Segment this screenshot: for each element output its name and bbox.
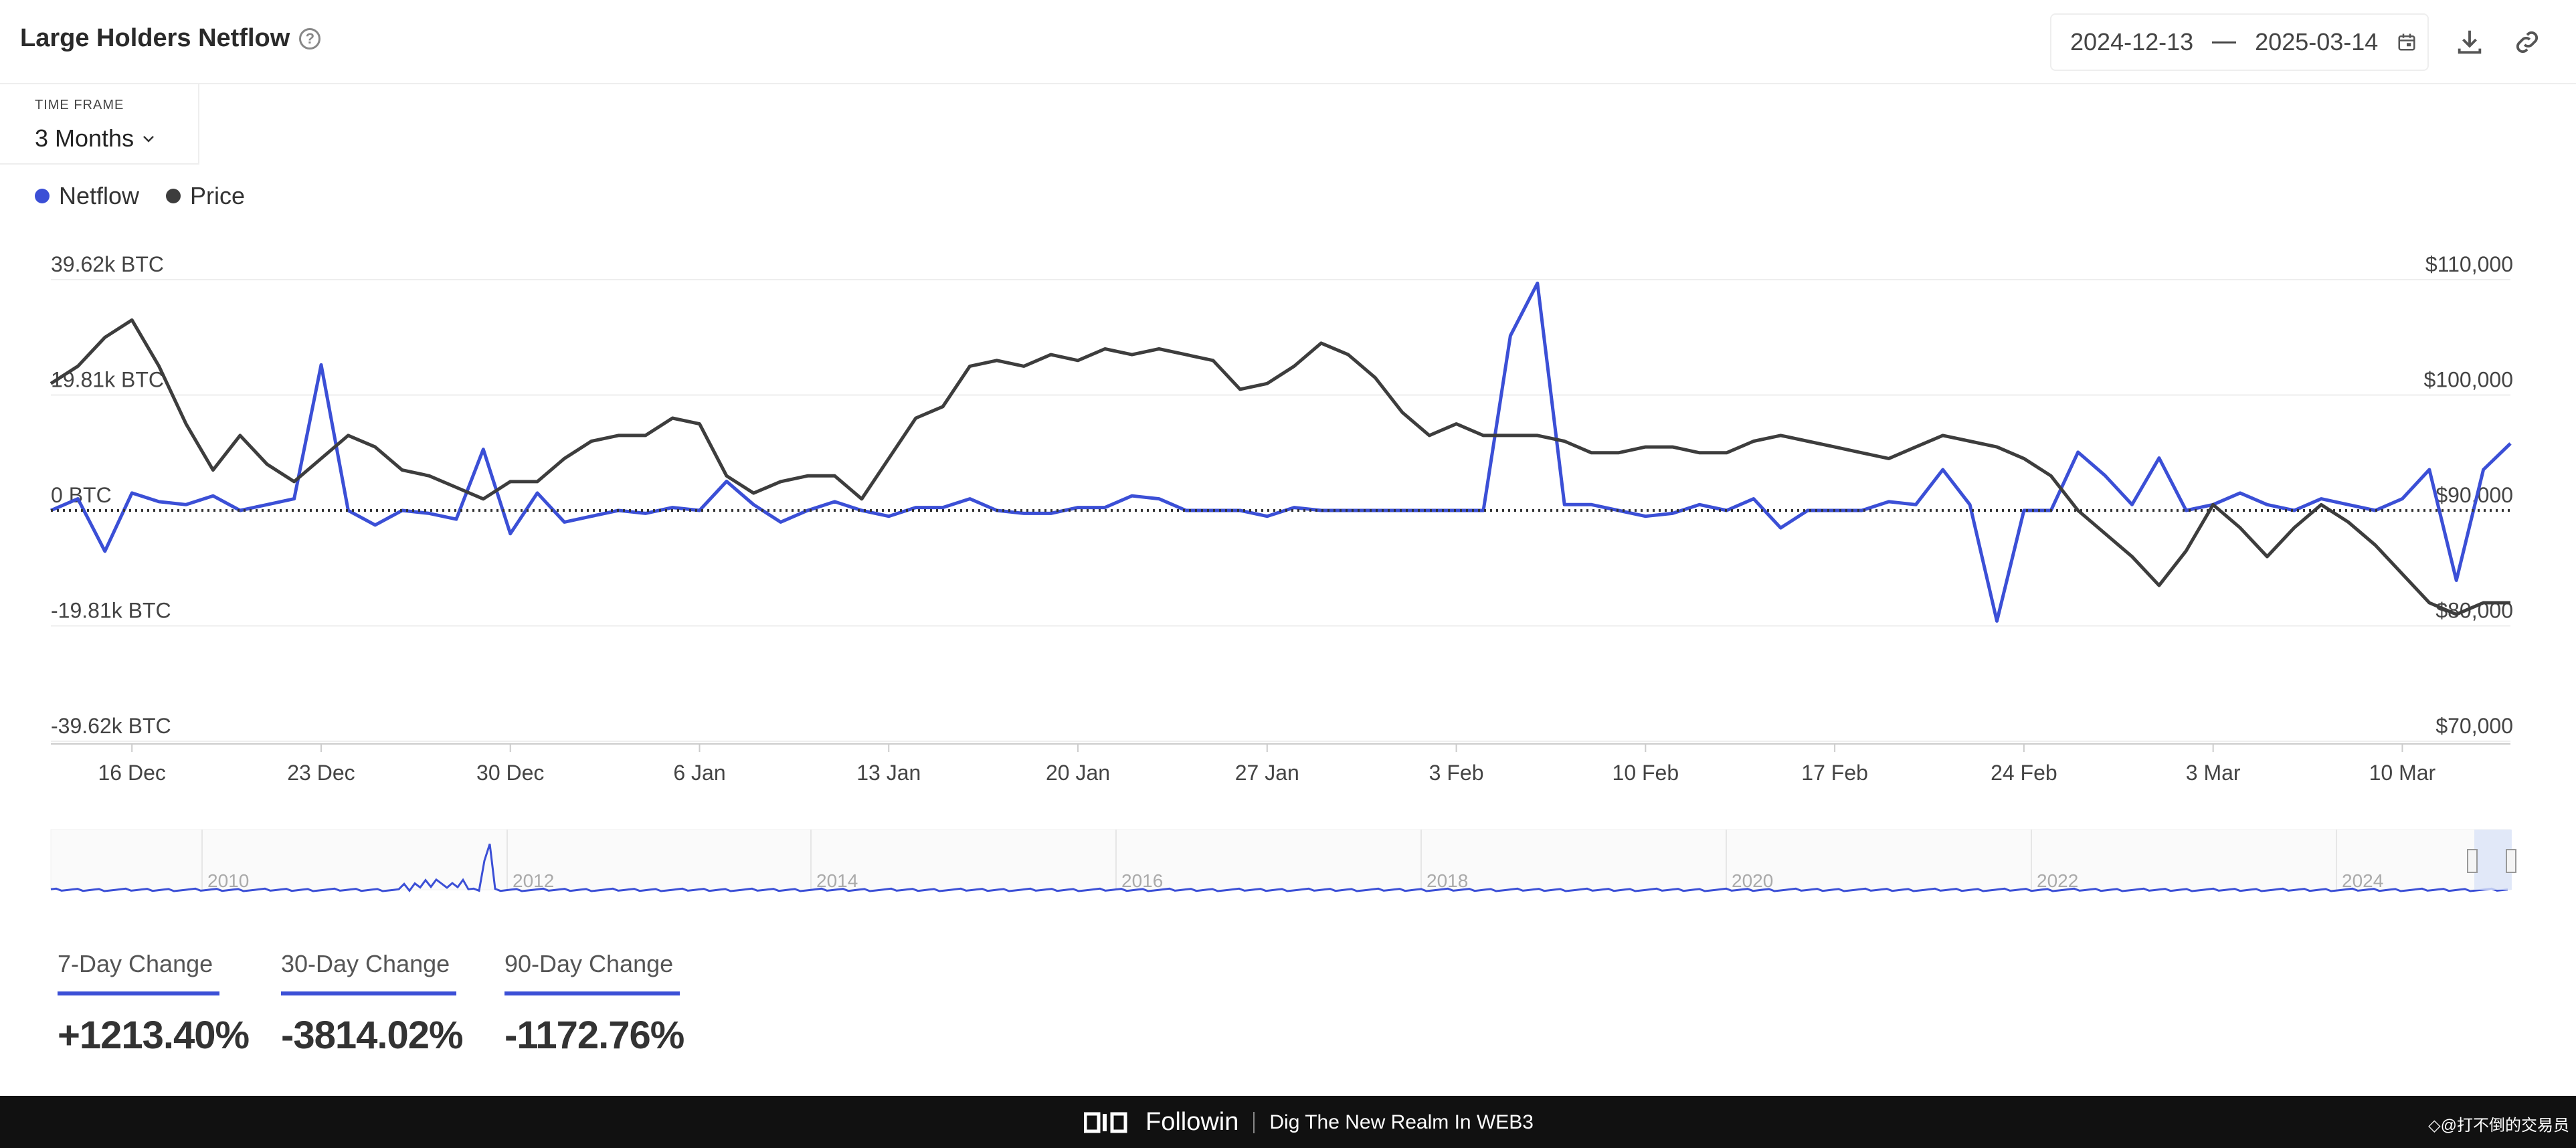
footer-brand-group: Followin Dig The New Realm In WEB3 <box>1084 1108 1534 1137</box>
x-tick-label: 17 Feb <box>1801 761 1868 785</box>
x-tick-label: 10 Feb <box>1613 761 1679 785</box>
navigator-tick-label: 2010 <box>207 870 249 891</box>
navigator-tick-label: 2024 <box>2342 870 2383 891</box>
download-icon[interactable] <box>2454 27 2485 58</box>
calendar-icon[interactable] <box>2397 32 2417 52</box>
y-right-tick-label: $70,000 <box>2435 714 2513 738</box>
navigator-handle-left[interactable] <box>2467 849 2478 873</box>
change-7-day-label[interactable]: 7-Day Change <box>58 950 220 995</box>
legend-item-price[interactable]: Price <box>166 182 245 210</box>
x-tick-label: 30 Dec <box>476 761 544 785</box>
navigator-tick-label: 2014 <box>816 870 858 891</box>
footer-tagline: Dig The New Realm In WEB3 <box>1269 1111 1534 1133</box>
x-tick-label: 3 Feb <box>1429 761 1484 785</box>
x-tick-label: 24 Feb <box>1991 761 2057 785</box>
navigator-tick-label: 2012 <box>513 870 554 891</box>
navigator-selection <box>2474 830 2512 890</box>
chart-title-text: Large Holders Netflow <box>20 24 290 52</box>
x-tick-label: 16 Dec <box>98 761 165 785</box>
y-right-tick-label: $100,000 <box>2424 368 2513 392</box>
change-30-day: 30-Day Change -3814.02% <box>281 950 475 1058</box>
change-90-day-label[interactable]: 90-Day Change <box>504 950 680 995</box>
legend-label-netflow: Netflow <box>59 182 140 209</box>
navigator-tick-label: 2016 <box>1121 870 1163 891</box>
chart-title: Large Holders Netflow ? <box>20 24 321 53</box>
y-left-tick-label: -39.62k BTC <box>51 714 171 738</box>
date-separator <box>2212 41 2237 43</box>
chart-header: Large Holders Netflow ? 2024-12-13 2025-… <box>0 0 2576 84</box>
chevron-down-icon[interactable] <box>141 130 157 147</box>
legend-item-netflow[interactable]: Netflow <box>35 182 139 210</box>
change-90-day-value: -1172.76% <box>504 1014 684 1057</box>
change-7-day: 7-Day Change +1213.40% <box>58 950 252 1058</box>
change-7-day-value: +1213.40% <box>58 1014 250 1057</box>
navigator-tick-label: 2018 <box>1427 870 1468 891</box>
change-30-day-label[interactable]: 30-Day Change <box>281 950 457 995</box>
y-right-tick-label: $110,000 <box>2425 252 2513 276</box>
x-tick-label: 3 Mar <box>2186 761 2241 785</box>
y-left-tick-label: -19.81k BTC <box>51 599 171 623</box>
watermark: ◇@打不倒的交易员 <box>2428 1117 2569 1135</box>
link-icon[interactable] <box>2512 27 2543 58</box>
timeframe-label: TIME FRAME <box>35 98 124 112</box>
chart-legend: Netflow Price <box>35 182 245 210</box>
change-30-day-value: -3814.02% <box>281 1014 464 1057</box>
x-tick-label: 23 Dec <box>287 761 355 785</box>
x-tick-label: 10 Mar <box>2369 761 2436 785</box>
timeframe-selector[interactable]: TIME FRAME 3 Months <box>0 84 199 165</box>
x-tick-label: 27 Jan <box>1235 761 1299 785</box>
navigator-tick-label: 2020 <box>1732 870 1773 891</box>
date-end[interactable]: 2025-03-14 <box>2255 28 2379 56</box>
footer-divider <box>1253 1111 1255 1133</box>
footer-bar: Followin Dig The New Realm In WEB3 ◇@打不倒… <box>0 1096 2576 1148</box>
footer-brand: Followin <box>1145 1108 1239 1136</box>
navigator-series-line <box>50 844 2508 892</box>
y-left-tick-label: 39.62k BTC <box>51 252 164 276</box>
change-stats: 7-Day Change +1213.40% 30-Day Change -38… <box>58 950 699 1058</box>
navigator-chart[interactable]: 2010 2012 2014 2016 2018 2020 2022 2024 <box>0 823 2576 903</box>
x-tick-label: 13 Jan <box>856 761 921 785</box>
followin-logo-icon <box>1084 1112 1127 1133</box>
netflow-dot-icon <box>35 189 50 203</box>
date-range-picker[interactable]: 2024-12-13 2025-03-14 <box>2050 13 2429 71</box>
navigator-handle-right[interactable] <box>2506 849 2516 873</box>
date-start[interactable]: 2024-12-13 <box>2070 28 2194 56</box>
change-90-day: 90-Day Change -1172.76% <box>504 950 699 1058</box>
help-icon[interactable]: ? <box>299 27 321 50</box>
price-dot-icon <box>166 189 181 203</box>
series-line-netflow <box>50 281 2512 623</box>
series-line-price <box>50 318 2510 616</box>
legend-label-price: Price <box>190 182 246 209</box>
timeframe-value[interactable]: 3 Months <box>35 124 134 152</box>
x-tick-label: 20 Jan <box>1046 761 1110 785</box>
navigator-tick-label: 2022 <box>2037 870 2078 891</box>
navigator-background <box>50 829 2511 890</box>
timeframe-dropdown[interactable]: 3 Months <box>35 124 157 153</box>
x-tick-label: 6 Jan <box>673 761 725 785</box>
